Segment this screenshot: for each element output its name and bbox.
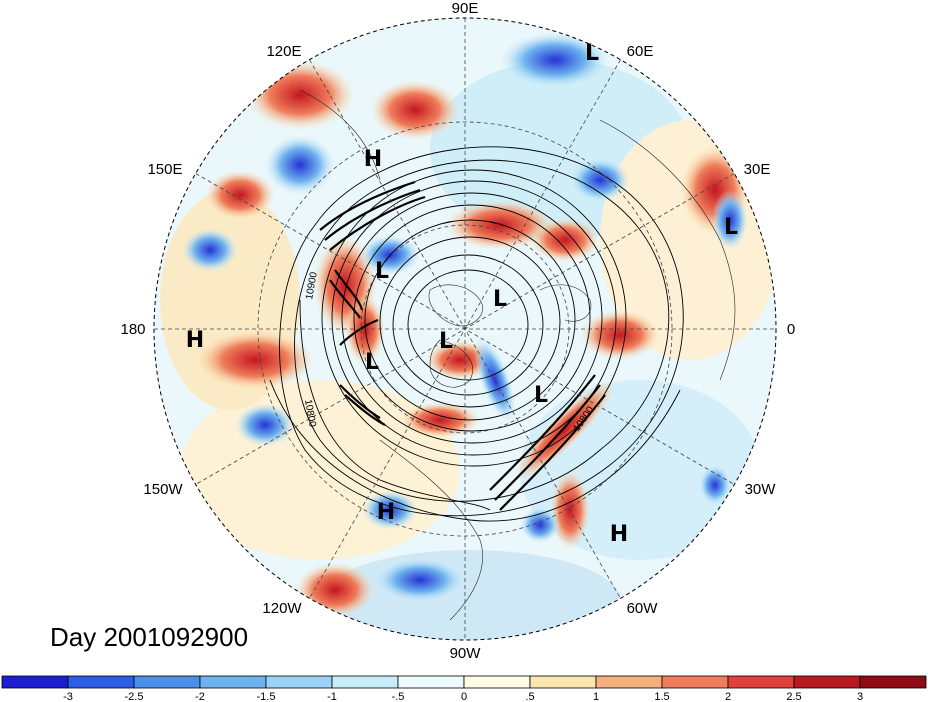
high-marker: H (377, 500, 395, 525)
colorbar-tick-label: 2 (725, 691, 731, 702)
colorbar-swatch (661, 675, 729, 689)
colorbar-tick-label: -1 (327, 691, 337, 702)
map-boundary (153, 17, 777, 641)
colorbar-swatch (1, 675, 69, 689)
pressure-system-markers: L H L L H L L L L H H (186, 41, 738, 547)
high-marker: H (186, 328, 204, 353)
coastlines (299, 89, 736, 621)
colorbar-swatch (463, 675, 531, 689)
low-marker: L (724, 215, 738, 240)
lon-label-30w: 30W (745, 481, 777, 498)
colorbar-swatch (595, 675, 663, 689)
colorbar-tick-label: .5 (525, 691, 534, 702)
anomaly-field (154, 18, 776, 640)
colorbar-tick-label: -2.5 (125, 691, 144, 702)
lon-label-90e: 90E (452, 0, 479, 17)
lon-label-0: 0 (787, 321, 795, 338)
lon-label-150e: 150E (147, 161, 182, 178)
colorbar-tick-label: 2.5 (786, 691, 801, 702)
lon-label-180: 180 (120, 321, 145, 338)
colorbar-swatch (529, 675, 597, 689)
colorbar-tick-label: -3 (63, 691, 73, 702)
contour-label-10800-west: 10800 (302, 399, 318, 429)
low-marker: L (375, 259, 389, 284)
lon-label-60e: 60E (627, 43, 654, 60)
colorbar-tick-label: -2 (195, 691, 205, 702)
colorbar-tick-label: -1.5 (257, 691, 276, 702)
height-contours (269, 146, 684, 522)
colorbar-swatch (397, 675, 465, 689)
lon-label-30e: 30E (744, 161, 771, 178)
lon-label-120e: 120E (266, 43, 301, 60)
lon-label-150w: 150W (143, 481, 183, 498)
graticule (154, 18, 776, 640)
colorbar-swatch (199, 675, 267, 689)
colorbar-swatch (331, 675, 399, 689)
lon-label-90w: 90W (450, 645, 482, 662)
low-marker: L (439, 329, 453, 354)
low-marker: L (534, 383, 548, 408)
day-label: Day 2001092900 (50, 622, 248, 652)
colorbar-swatch (793, 675, 861, 689)
colorbar-tick-label: -.5 (392, 691, 405, 702)
lon-label-120w: 120W (262, 600, 302, 617)
lon-label-60w: 60W (627, 600, 659, 617)
colorbar-tick-label: 3 (857, 691, 863, 702)
colorbar: -3 -2.5 -2 -1.5 -1 -.5 0 .5 1 1.5 2 2.5 3 (1, 675, 927, 702)
high-marker: H (610, 522, 628, 547)
colorbar-swatch (265, 675, 333, 689)
colorbar-tick-label: 1.5 (654, 691, 669, 702)
low-marker: L (493, 287, 507, 312)
colorbar-swatch (67, 675, 135, 689)
longitude-labels: 90E 60E 30E 0 30W 60W 90W 120W 150W 180 … (120, 0, 795, 662)
jet-contours (319, 180, 606, 511)
low-marker: L (365, 350, 379, 375)
high-marker: H (364, 147, 382, 172)
colorbar-swatch (133, 675, 201, 689)
colorbar-swatch (727, 675, 795, 689)
low-marker: L (585, 41, 599, 66)
colorbar-tick-label: 0 (461, 691, 467, 702)
colorbar-swatch (859, 675, 927, 689)
contour-label-10900: 10900 (304, 271, 320, 301)
colorbar-tick-label: 1 (593, 691, 599, 702)
